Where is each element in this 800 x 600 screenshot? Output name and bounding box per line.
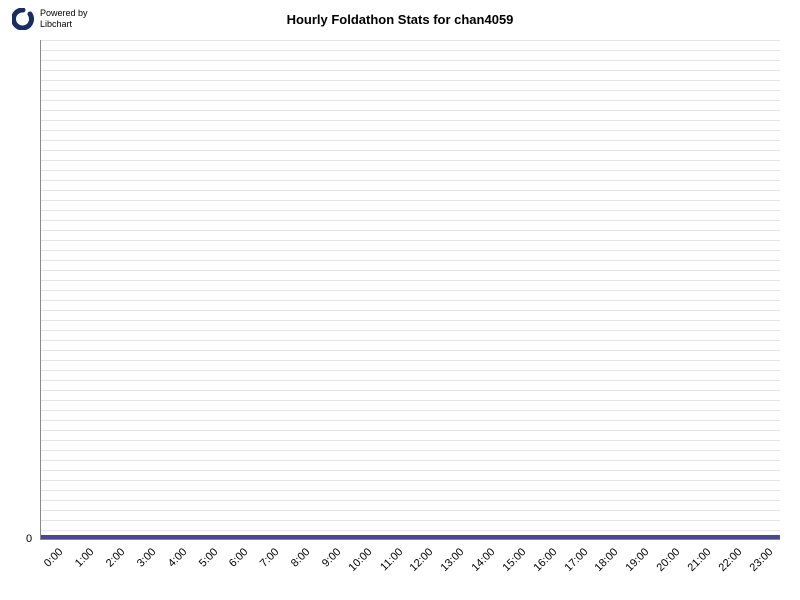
gridline [41, 200, 780, 201]
logo-area: Powered by Libchart [12, 8, 88, 30]
gridlines [41, 40, 780, 539]
gridline [41, 290, 780, 291]
x-axis-label: 19:00 [622, 546, 652, 576]
libchart-logo-icon [12, 8, 34, 30]
gridline [41, 390, 780, 391]
gridline [41, 350, 780, 351]
gridline [41, 220, 780, 221]
x-axis-label: 14:00 [468, 546, 498, 576]
x-axis-label: 0:00 [36, 546, 66, 576]
gridline [41, 120, 780, 121]
x-axis-label: 13:00 [437, 546, 467, 576]
gridline [41, 450, 780, 451]
gridline [41, 400, 780, 401]
x-axis-label: 22:00 [715, 546, 745, 576]
gridline [41, 440, 780, 441]
gridline [41, 90, 780, 91]
gridline [41, 190, 780, 191]
gridline [41, 40, 780, 41]
x-axis-label: 15:00 [499, 546, 529, 576]
x-axis-label: 6:00 [221, 546, 251, 576]
gridline [41, 300, 780, 301]
gridline [41, 160, 780, 161]
gridline [41, 370, 780, 371]
gridline [41, 500, 780, 501]
gridline [41, 360, 780, 361]
x-axis-label: 3:00 [129, 546, 159, 576]
x-axis-label: 12:00 [406, 546, 436, 576]
gridline [41, 420, 780, 421]
baseline-bar [41, 535, 780, 539]
gridline [41, 100, 780, 101]
x-axis-label: 1:00 [67, 546, 97, 576]
gridline [41, 260, 780, 261]
gridline [41, 520, 780, 521]
x-axis-label: 7:00 [252, 546, 282, 576]
gridline [41, 70, 780, 71]
logo-text: Powered by Libchart [40, 8, 88, 30]
x-axis-label: 20:00 [653, 546, 683, 576]
gridline [41, 410, 780, 411]
gridline [41, 150, 780, 151]
gridline [41, 330, 780, 331]
x-axis-label: 8:00 [283, 546, 313, 576]
gridline [41, 180, 780, 181]
gridline [41, 340, 780, 341]
x-axis-label: 23:00 [745, 546, 775, 576]
x-axis-label: 5:00 [190, 546, 220, 576]
plot-area [40, 40, 780, 540]
gridline [41, 380, 780, 381]
gridline [41, 310, 780, 311]
gridline [41, 460, 780, 461]
x-axis-label: 4:00 [160, 546, 190, 576]
gridline [41, 250, 780, 251]
gridline [41, 240, 780, 241]
gridline [41, 270, 780, 271]
x-axis-labels: 0:001:002:003:004:005:006:007:008:009:00… [40, 542, 780, 592]
gridline [41, 510, 780, 511]
gridline [41, 530, 780, 531]
gridline [41, 230, 780, 231]
gridline [41, 170, 780, 171]
x-axis-label: 10:00 [345, 546, 375, 576]
gridline [41, 140, 780, 141]
x-axis-label: 9:00 [314, 546, 344, 576]
chart-title: Hourly Foldathon Stats for chan4059 [287, 12, 514, 27]
x-axis-label: 16:00 [530, 546, 560, 576]
gridline [41, 490, 780, 491]
x-axis-label: 17:00 [560, 546, 590, 576]
x-axis-label: 2:00 [98, 546, 128, 576]
powered-by-label: Powered by [40, 8, 88, 19]
gridline [41, 130, 780, 131]
chart-container [40, 40, 780, 540]
gridline [41, 110, 780, 111]
gridline [41, 80, 780, 81]
gridline [41, 430, 780, 431]
gridline [41, 280, 780, 281]
gridline [41, 50, 780, 51]
gridline [41, 470, 780, 471]
x-axis-label: 11:00 [375, 546, 405, 576]
x-axis-label: 18:00 [591, 546, 621, 576]
gridline [41, 60, 780, 61]
gridline [41, 480, 780, 481]
gridline [41, 320, 780, 321]
y-axis-label-0: 0 [26, 533, 32, 545]
gridline [41, 210, 780, 211]
x-axis-label: 21:00 [684, 546, 714, 576]
libchart-label: Libchart [40, 19, 88, 30]
